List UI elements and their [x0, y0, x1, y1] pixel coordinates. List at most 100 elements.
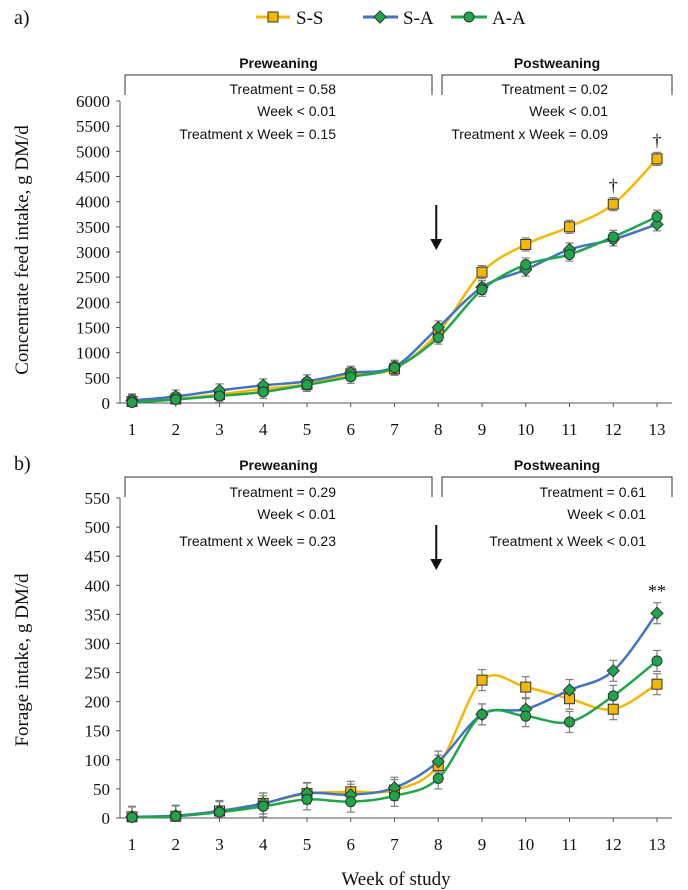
- data-point-a-a: [345, 371, 357, 383]
- x-tick-label: 11: [561, 420, 577, 439]
- stat-line: Week < 0.01: [257, 506, 336, 522]
- data-point-a-a: [564, 249, 575, 261]
- data-point-a-a: [214, 390, 225, 402]
- significance-marker: †: [653, 130, 662, 150]
- panel-a-label: a): [14, 7, 30, 29]
- data-point-s-a: [650, 606, 664, 620]
- stat-line: Treatment x Week = 0.23: [179, 533, 336, 549]
- legend-label-sa: S-A: [403, 8, 434, 29]
- y-tick-label: 350: [85, 605, 111, 624]
- data-point-a-a: [170, 393, 182, 405]
- legend-marker-aa: [463, 11, 475, 23]
- x-tick-label: 9: [478, 420, 487, 439]
- x-tick-label: 13: [649, 420, 666, 439]
- section-bracket: [124, 74, 433, 95]
- y-tick-label: 4000: [76, 193, 110, 212]
- y-tick-label: 200: [85, 693, 111, 712]
- y-tick-label: 3500: [76, 218, 110, 237]
- panel-a-plot-area: 0 500 1000 1500 2000 2500 3000 3500 4000 4500 5000…: [76, 55, 673, 439]
- stat-line: Week < 0.01: [257, 103, 336, 119]
- y-tick-label: 400: [85, 576, 111, 595]
- data-point-a-a: [651, 211, 663, 223]
- data-point-a-a: [432, 772, 444, 784]
- y-tick-label: 550: [85, 489, 111, 508]
- data-point-s-s: [607, 198, 619, 210]
- legend-label-aa: A-A: [492, 8, 526, 29]
- data-point-s-a: [606, 664, 620, 678]
- data-point-s-s: [564, 221, 575, 233]
- x-tick-label: 5: [303, 420, 312, 439]
- x-tick-label: 8: [434, 420, 443, 439]
- x-tick-label: 5: [303, 835, 312, 854]
- x-tick-label: 7: [390, 835, 399, 854]
- data-point-a-a: [476, 708, 488, 720]
- x-tick-label: 1: [128, 835, 137, 854]
- data-point-s-s: [607, 703, 619, 715]
- panel-a-concentrate-chart: a) Concentrate feed intake, g DM/d 0 500 1…: [12, 7, 673, 439]
- x-tick-label: 10: [517, 835, 534, 854]
- data-point-s-s: [651, 153, 663, 165]
- legend-marker-sa: [373, 10, 387, 24]
- data-point-a-a: [126, 396, 138, 408]
- y-tick-label: 2000: [76, 293, 110, 312]
- section-bracket: [441, 74, 673, 95]
- data-point-a-a: [257, 800, 269, 812]
- y-tick-label: 50: [93, 780, 110, 799]
- y-tick-label: 250: [85, 664, 111, 683]
- section-title: Postweaning: [514, 457, 600, 473]
- panel-b-ylabel: Forage intake, g DM/d: [12, 573, 33, 747]
- y-tick-label: 6000: [76, 92, 110, 111]
- x-tick-label: 10: [517, 420, 534, 439]
- legend-label-ss: S-S: [296, 8, 323, 29]
- stat-line: Treatment x Week = 0.09: [451, 126, 608, 142]
- x-tick-label: 2: [172, 835, 181, 854]
- data-point-s-s: [520, 681, 532, 693]
- x-tick-label: 9: [478, 835, 487, 854]
- data-point-s-a: [431, 754, 445, 769]
- data-point-a-a: [607, 690, 619, 702]
- data-point-a-a: [432, 332, 444, 344]
- x-tick-label: 11: [561, 835, 577, 854]
- x-tick-label: 12: [605, 420, 622, 439]
- data-point-a-a: [389, 790, 400, 802]
- x-tick-label: 4: [259, 420, 268, 439]
- x-tick-label: 3: [215, 835, 224, 854]
- section-title: Preweaning: [239, 55, 318, 71]
- data-point-a-a: [564, 716, 575, 728]
- y-tick-label: 1000: [76, 344, 110, 363]
- y-tick-label: 3000: [76, 243, 110, 262]
- data-point-s-a: [562, 683, 577, 697]
- y-tick-label: 450: [85, 547, 111, 566]
- stat-line: Treatment x Week = 0.15: [179, 126, 336, 142]
- panel-b-label: b): [14, 453, 31, 475]
- stat-line: Treatment = 0.61: [540, 484, 647, 500]
- legend-item-aa: A-A: [451, 8, 526, 29]
- section-title: Preweaning: [239, 457, 318, 473]
- data-point-a-a: [214, 806, 225, 818]
- stat-line: Week < 0.01: [567, 506, 646, 522]
- x-axis-label: Week of study: [341, 869, 451, 890]
- data-point-a-a: [126, 811, 138, 823]
- x-tick-label: 4: [259, 835, 268, 854]
- x-tick-label: 3: [215, 420, 224, 439]
- stat-line: Treatment = 0.58: [230, 81, 337, 97]
- y-tick-label: 500: [85, 518, 111, 537]
- y-tick-label: 5000: [76, 142, 110, 161]
- y-tick-label: 2500: [76, 268, 110, 287]
- x-tick-label: 7: [390, 420, 399, 439]
- weaning-arrow-head: [430, 239, 443, 250]
- legend-marker-ss: [267, 11, 279, 23]
- legend-item-sa: S-A: [363, 8, 434, 29]
- x-tick-label: 1: [128, 420, 137, 439]
- x-tick-label: 6: [347, 420, 356, 439]
- x-tick-label: 6: [347, 835, 356, 854]
- legend-item-ss: S-S: [256, 8, 323, 29]
- significance-marker: **: [648, 581, 666, 601]
- stat-line: Treatment x Week < 0.01: [489, 533, 646, 549]
- data-point-s-s: [476, 266, 488, 278]
- y-tick-label: 5500: [76, 117, 110, 136]
- data-point-a-a: [301, 379, 313, 391]
- data-point-a-a: [651, 655, 663, 667]
